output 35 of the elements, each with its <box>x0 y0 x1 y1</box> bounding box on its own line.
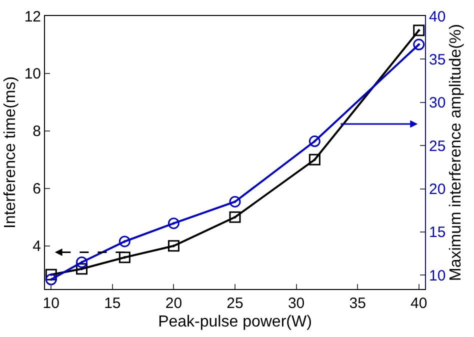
y-axis-title: Interference time(ms) <box>2 76 20 229</box>
y-tick-label: 8 <box>32 123 41 140</box>
x-tick-label: 35 <box>349 295 366 312</box>
y2-tick-label: 35 <box>429 51 446 68</box>
y2-tick-label: 20 <box>429 181 446 198</box>
point <box>168 240 180 252</box>
point <box>413 24 425 36</box>
point <box>118 252 130 264</box>
point <box>118 236 130 248</box>
y2-tick-label: 15 <box>429 224 446 242</box>
point <box>45 274 57 286</box>
point <box>413 38 425 50</box>
x-tick-label: 40 <box>410 295 428 312</box>
y-tick-label: 10 <box>24 66 41 83</box>
y2-tick-label: 30 <box>429 94 446 112</box>
y-tick-label: 12 <box>24 8 41 26</box>
point <box>229 196 241 208</box>
x-tick-label: 20 <box>165 295 182 312</box>
x-tick-label: 30 <box>288 295 305 312</box>
y2-tick-label: 40 <box>429 8 446 26</box>
y2-tick-label: 10 <box>429 267 446 284</box>
y-tick-label: 4 <box>32 238 41 256</box>
x-tick-label: 15 <box>104 295 121 312</box>
point <box>308 136 320 148</box>
point <box>308 154 320 166</box>
y-tick-label: 6 <box>32 180 41 198</box>
x-axis-title: Peak-pulse power(W) <box>158 314 312 331</box>
point <box>168 218 180 230</box>
x-tick-label: 25 <box>226 295 244 312</box>
y2-axis-title: Maximum interference amplitude(%) <box>447 24 464 281</box>
point <box>76 256 88 268</box>
point <box>45 268 57 280</box>
y2-tick-label: 25 <box>429 138 446 155</box>
point <box>76 263 88 275</box>
point <box>229 211 241 223</box>
